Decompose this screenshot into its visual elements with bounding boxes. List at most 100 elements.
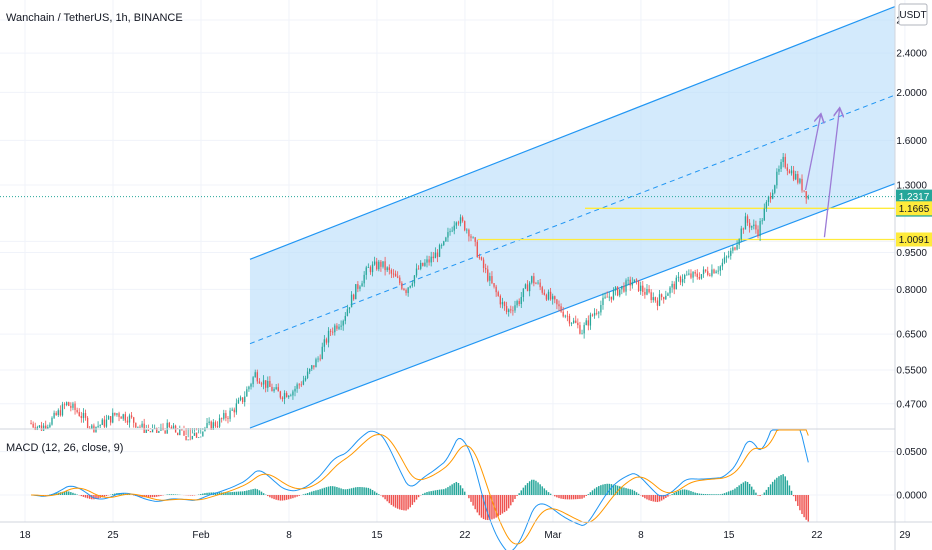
candle-body bbox=[422, 262, 424, 266]
macd-histogram-bar bbox=[70, 492, 72, 495]
macd-histogram-bar bbox=[518, 493, 520, 495]
macd-histogram-bar bbox=[128, 494, 131, 495]
time-axis[interactable]: 18 25 Feb 8 15 22 Mar 8 15 22 29 bbox=[19, 530, 910, 541]
macd-histogram-bar bbox=[112, 494, 114, 495]
candle-body bbox=[319, 358, 321, 360]
macd-histogram-bar bbox=[233, 491, 235, 495]
candle-body bbox=[681, 278, 684, 283]
macd-histogram-bar bbox=[658, 495, 661, 502]
candle-body bbox=[45, 425, 47, 430]
level-tag-lower-text: 1.0091 bbox=[899, 235, 930, 246]
candle-body bbox=[53, 412, 55, 418]
macd-histogram-bar bbox=[160, 495, 162, 496]
candle-body bbox=[311, 365, 313, 369]
macd-histogram-bar bbox=[648, 495, 650, 501]
candle-body bbox=[583, 325, 585, 334]
candle-body bbox=[658, 294, 661, 306]
candle-body bbox=[719, 266, 721, 271]
candle-body bbox=[679, 276, 682, 283]
macd-histogram-bar bbox=[505, 495, 508, 511]
macd-histogram-bar bbox=[706, 494, 709, 495]
candle-body bbox=[528, 282, 531, 292]
candle-body bbox=[248, 386, 250, 390]
macd-histogram-bar bbox=[767, 487, 770, 495]
macd-histogram-bar bbox=[267, 495, 269, 497]
candle-body bbox=[369, 267, 372, 273]
candle-body bbox=[522, 288, 525, 298]
macd-histogram-bar bbox=[382, 495, 384, 498]
candle-body bbox=[746, 216, 749, 223]
candle-body bbox=[294, 388, 296, 392]
candle-body bbox=[380, 261, 382, 267]
candle-body bbox=[120, 416, 122, 419]
candle-body bbox=[388, 267, 390, 271]
candle-body bbox=[623, 285, 625, 292]
macd-histogram-bar bbox=[386, 495, 388, 502]
candle-body bbox=[420, 262, 422, 269]
price-axis[interactable]: 2.80002.40002.00001.60001.30001.00000.95… bbox=[896, 16, 927, 502]
macd-histogram-bar bbox=[533, 479, 535, 495]
macd-histogram-bar bbox=[746, 481, 749, 495]
candle-body bbox=[510, 309, 512, 311]
macd-histogram-bar bbox=[531, 479, 533, 495]
candle-body bbox=[518, 301, 520, 305]
currency-badge[interactable] bbox=[898, 3, 928, 26]
macd-histogram-bar bbox=[723, 493, 726, 495]
macd-histogram-bar bbox=[537, 482, 539, 495]
macd-histogram-bar bbox=[593, 488, 596, 495]
candle-body bbox=[474, 237, 476, 242]
candle-body bbox=[805, 191, 807, 199]
macd-histogram-bar bbox=[373, 491, 376, 495]
candle-body bbox=[63, 404, 66, 406]
macd-histogram-bar bbox=[250, 489, 252, 495]
level-tag-upper-box bbox=[896, 201, 932, 216]
macd-histogram-bar bbox=[254, 488, 256, 495]
macd-histogram-bar bbox=[778, 476, 780, 495]
candle-body bbox=[690, 273, 692, 278]
macd-histogram-bar bbox=[331, 486, 334, 495]
candle-body bbox=[738, 239, 740, 245]
macd-histogram-bar bbox=[139, 495, 141, 497]
candle-body bbox=[415, 268, 418, 276]
candle-body bbox=[466, 229, 468, 231]
candle-body bbox=[394, 273, 397, 277]
candle-body bbox=[384, 261, 386, 271]
candle-body bbox=[575, 320, 577, 323]
candle-body bbox=[277, 387, 279, 392]
macd-histogram-bar bbox=[579, 495, 581, 499]
candle-body bbox=[413, 275, 416, 284]
candle-body bbox=[531, 276, 533, 283]
candle-body bbox=[721, 262, 724, 267]
candle-body bbox=[497, 292, 499, 296]
macd-histogram-bar bbox=[384, 495, 386, 500]
macd-histogram-bar bbox=[799, 495, 801, 511]
candle-body bbox=[376, 261, 378, 270]
candle-body bbox=[185, 435, 187, 441]
macd-histogram-bar bbox=[589, 492, 592, 495]
candle-body bbox=[313, 365, 315, 368]
macd-histogram-bar bbox=[455, 481, 458, 495]
candle-body bbox=[233, 409, 235, 413]
macd-histogram-bar bbox=[72, 492, 74, 495]
candle-body bbox=[177, 432, 179, 436]
macd-histogram-bar bbox=[93, 495, 95, 500]
candle-body bbox=[221, 418, 223, 419]
candle-body bbox=[772, 192, 774, 199]
candle-body bbox=[114, 412, 116, 415]
candle-body bbox=[660, 294, 663, 298]
candle-body bbox=[608, 296, 610, 298]
projection-arrows bbox=[804, 109, 840, 238]
candle-body bbox=[139, 426, 141, 428]
candle-body bbox=[438, 245, 441, 257]
macd-histogram-bar bbox=[614, 485, 617, 495]
candle-body bbox=[72, 403, 74, 408]
candle-body bbox=[82, 413, 85, 419]
macd-histogram-bar bbox=[732, 489, 734, 495]
macd-histogram-bar bbox=[449, 485, 451, 495]
macd-histogram-bar bbox=[719, 494, 722, 495]
candle-body bbox=[648, 289, 650, 293]
candle-body bbox=[382, 261, 384, 267]
candle-body bbox=[709, 274, 711, 276]
candle-body bbox=[453, 225, 455, 231]
